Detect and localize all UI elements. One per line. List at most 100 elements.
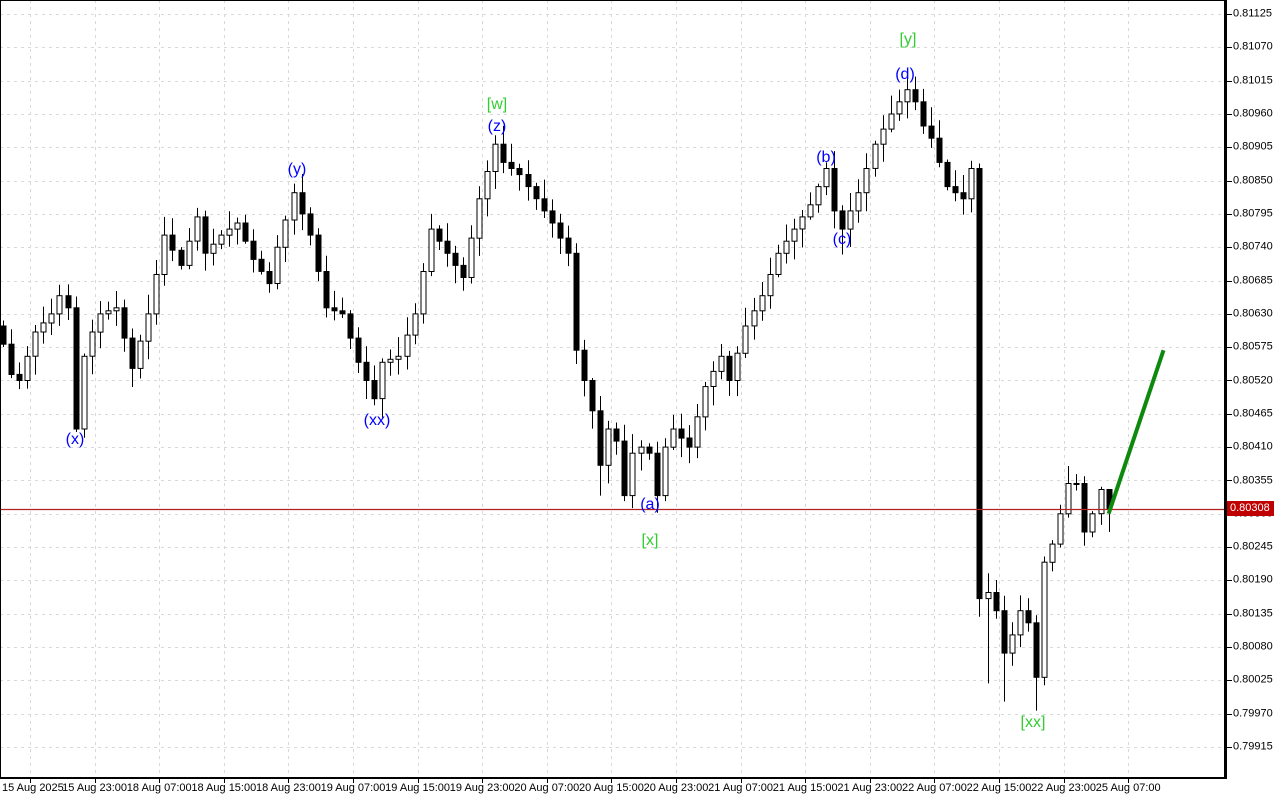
candle	[597, 396, 604, 496]
candle	[226, 211, 233, 247]
candle	[533, 182, 540, 210]
candle	[1098, 486, 1105, 525]
candle-body-bear	[839, 210, 846, 230]
candle-body-bull	[56, 295, 63, 315]
candle-body-bull	[420, 271, 427, 315]
candle	[589, 378, 596, 429]
candle-body-bull	[218, 234, 225, 245]
candle	[202, 210, 209, 271]
candle	[863, 153, 870, 212]
candle-body-bull	[807, 204, 814, 218]
price-tick-label: 0.80905	[1233, 140, 1273, 153]
candle	[896, 89, 903, 121]
candle	[751, 297, 758, 340]
price-tick-label: 0.80135	[1233, 607, 1273, 620]
candle	[581, 339, 588, 397]
candle	[97, 301, 104, 349]
candle	[799, 210, 806, 248]
candle	[194, 207, 201, 251]
candle-body-bear	[1025, 610, 1032, 624]
candle	[476, 186, 483, 256]
candle-body-bear	[944, 161, 951, 188]
candle-body-bear	[315, 234, 322, 272]
wave-label-x[interactable]: (x)	[65, 431, 85, 448]
candle	[48, 298, 55, 335]
price-tick-label: 0.79915	[1233, 740, 1273, 753]
candle-body-bear	[960, 192, 967, 200]
candle	[525, 160, 532, 201]
candle-body-bull	[1009, 634, 1016, 654]
candle	[646, 443, 653, 460]
wave-label-y[interactable]: (y)	[287, 161, 307, 178]
candle	[1089, 511, 1096, 538]
candle-body-bear	[936, 137, 943, 163]
candle-body-bear	[573, 252, 580, 351]
candle-body-bull	[161, 234, 168, 276]
candle-body-bull	[89, 331, 96, 357]
candle	[412, 303, 419, 345]
candle-body-bull	[105, 310, 112, 315]
wave-label-xx[interactable]: (xx)	[363, 412, 391, 429]
candle	[573, 243, 580, 364]
candle-body-bull	[153, 274, 160, 315]
candle	[605, 420, 612, 484]
price-tick-label: 0.80190	[1233, 573, 1273, 586]
candle-body-bear	[597, 410, 604, 466]
candle-body-bull	[880, 128, 887, 145]
price-tick-label: 0.80575	[1233, 340, 1273, 353]
candle-body-bull	[823, 168, 830, 188]
candle-body-bull	[985, 592, 992, 600]
wave-label-x[interactable]: [x]	[641, 532, 659, 549]
candle-body-bull	[194, 216, 201, 242]
time-tick-label: 21 Aug 15:00	[772, 782, 838, 794]
wave-label-d[interactable]: (d)	[895, 66, 915, 83]
candle-body-bull	[40, 322, 47, 333]
candle-body-bull	[662, 446, 669, 497]
time-tick-label: 19 Aug 07:00	[320, 782, 386, 794]
candle	[928, 107, 935, 148]
wave-label-b[interactable]: (b)	[816, 149, 836, 166]
candle	[516, 163, 523, 191]
wave-label-z[interactable]: (z)	[487, 118, 507, 135]
candle-body-bear	[242, 222, 249, 242]
wave-label-y[interactable]: [y]	[899, 31, 917, 48]
candle-body-bear	[339, 310, 346, 315]
time-tick-label: 22 Aug 07:00	[901, 782, 967, 794]
time-tick-label: 15 Aug 23:00	[62, 782, 128, 794]
candle-body-bull	[638, 446, 645, 454]
candle-body-bear	[8, 343, 15, 376]
candle-body-bear	[516, 168, 523, 176]
price-tick-label: 0.80795	[1233, 207, 1273, 220]
wave-label-c[interactable]: (c)	[832, 231, 852, 248]
candle-body-bear	[444, 240, 451, 254]
candle	[307, 207, 314, 246]
candle-body-bear	[323, 271, 330, 309]
candle	[436, 225, 443, 250]
candle	[363, 346, 370, 399]
candle	[323, 255, 330, 318]
candle	[694, 404, 701, 459]
candle	[823, 162, 830, 196]
candle	[73, 296, 80, 432]
candle	[0, 320, 7, 347]
candle-body-bear	[589, 380, 596, 412]
candle	[24, 346, 31, 389]
wave-label-a[interactable]: (a)	[640, 496, 660, 513]
candle-body-bull	[1098, 489, 1105, 515]
candle	[920, 88, 927, 134]
candle-body-bear	[533, 186, 540, 200]
wave-label-w[interactable]: [w]	[486, 96, 508, 113]
candle	[234, 217, 241, 245]
candle-body-bull	[888, 113, 895, 130]
wave-label-xx[interactable]: [xx]	[1020, 714, 1046, 731]
price-tick-label: 0.80465	[1233, 407, 1273, 420]
price-tick-label: 0.80630	[1233, 307, 1273, 320]
candle-body-bull	[1041, 561, 1048, 678]
candle-body-bull	[847, 210, 854, 230]
candle-body-bear	[73, 307, 80, 430]
candle-body-bull	[234, 222, 241, 230]
trend-line[interactable]	[1106, 349, 1166, 515]
candle	[282, 215, 289, 262]
time-tick-label: 20 Aug 23:00	[643, 782, 709, 794]
